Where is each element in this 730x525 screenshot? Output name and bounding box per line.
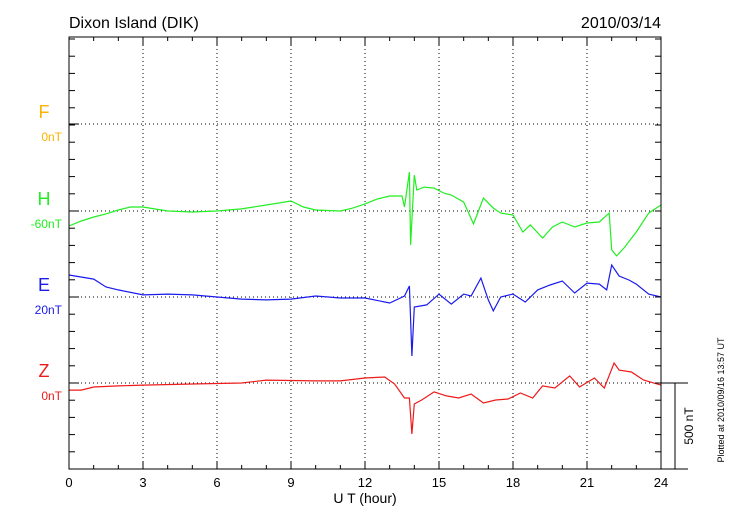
series-offset-h: -60nT — [31, 217, 63, 231]
chart-date: 2010/03/14 — [581, 15, 661, 32]
x-axis-label: U T (hour) — [333, 490, 396, 506]
x-tick-label: 24 — [654, 475, 668, 490]
x-tick-label: 12 — [358, 475, 372, 490]
chart-title: Dixon Island (DIK) — [69, 15, 199, 32]
series-offset-f: 0nT — [41, 130, 62, 144]
x-tick-label: 0 — [65, 475, 72, 490]
traces — [68, 172, 662, 434]
x-tick-label: 21 — [580, 475, 594, 490]
scale-bar-label: 500 nT — [682, 407, 696, 445]
series-offset-z: 0nT — [41, 389, 62, 403]
series-name-f: F — [39, 102, 50, 122]
series-name-h: H — [38, 189, 51, 209]
scale-bar: 500 nT — [661, 382, 696, 470]
x-tick-label: 6 — [213, 475, 220, 490]
series-labels: F 0nT H -60nT E 20nT Z 0nT — [31, 102, 63, 403]
series-offset-e: 20nT — [35, 303, 63, 317]
trace-e — [68, 263, 662, 357]
x-tick-label: 18 — [506, 475, 520, 490]
x-tick-label: 3 — [139, 475, 146, 490]
trace-h — [68, 172, 662, 257]
grid — [69, 37, 661, 469]
plotted-at-footer: Plotted at 2010/09/16 13:57 UT — [716, 337, 726, 463]
axes: 0 3 6 9 12 15 18 21 24 — [65, 37, 668, 490]
trace-z — [69, 361, 662, 434]
series-name-z: Z — [39, 361, 50, 381]
series-name-e: E — [38, 275, 50, 295]
x-tick-label: 15 — [432, 475, 446, 490]
x-tick-label: 9 — [287, 475, 294, 490]
